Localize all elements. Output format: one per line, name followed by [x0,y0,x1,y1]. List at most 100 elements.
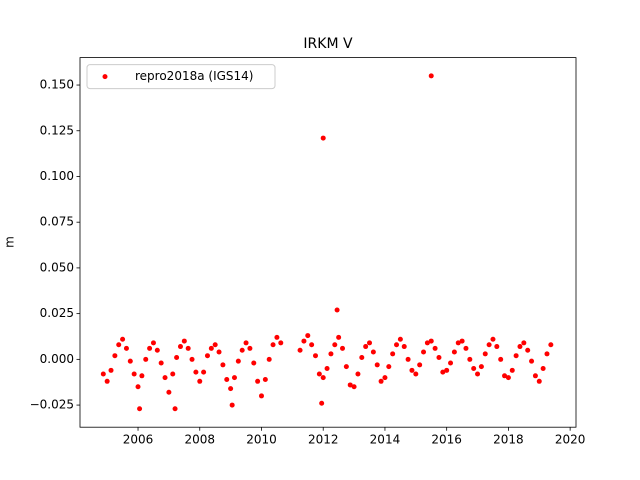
data-point [278,340,284,346]
data-point [235,358,241,364]
data-point [351,384,357,390]
data-point [459,338,465,344]
data-point [417,362,423,368]
y-tick-label: 0.075 [40,215,74,229]
data-point [228,386,234,392]
data-point [363,344,369,350]
data-point [212,342,218,348]
data-point [193,369,199,375]
y-tick-label: 0.050 [40,260,74,274]
y-tick-label: −0.025 [30,398,74,412]
data-point [370,349,376,355]
data-point [451,349,457,355]
data-point [432,345,438,351]
data-point [390,351,396,357]
data-point [343,364,349,370]
data-point [382,375,388,381]
y-tick-label: 0.125 [40,123,74,137]
data-point [478,364,484,370]
data-point [116,342,122,348]
data-point [355,371,361,377]
data-point [305,333,311,339]
x-tick-label: 2018 [493,433,524,447]
data-point [471,365,477,371]
plot-area [100,73,554,412]
data-point [413,371,419,377]
data-point [436,355,442,361]
data-point [328,351,334,357]
data-point [367,340,373,346]
data-point [532,373,538,379]
data-point [517,344,523,350]
data-point [374,362,380,368]
data-point [143,356,149,362]
data-point [301,338,307,344]
data-point [544,351,550,357]
data-point [147,345,153,351]
data-point [139,373,145,379]
data-point [270,342,276,348]
y-axis-label: m [3,236,17,248]
x-tick-label: 2006 [123,433,154,447]
data-point [251,360,257,366]
data-point [162,375,168,381]
data-point [409,367,415,373]
data-point [521,340,527,346]
data-point [197,378,203,384]
data-point [181,338,187,344]
data-point [104,378,110,384]
data-point [428,73,434,79]
data-point [359,355,365,361]
y-tick-label: 0.025 [40,306,74,320]
x-tick-label: 2010 [246,433,277,447]
data-point [444,367,450,373]
x-tick-label: 2008 [184,433,215,447]
data-point [243,340,249,346]
data-point [137,406,143,412]
y-tick-label: 0.100 [40,169,74,183]
data-point [467,356,473,362]
data-point [324,365,330,371]
data-point [401,344,407,350]
data-point [513,353,519,359]
data-point [274,334,280,340]
data-point [428,338,434,344]
data-point [220,362,226,368]
data-point [340,345,346,351]
data-point [378,378,384,384]
data-point [177,344,183,350]
data-point [312,353,318,359]
data-point [386,364,392,370]
data-point [258,393,264,399]
data-point [262,376,268,382]
y-tick-label: 0.150 [40,78,74,92]
data-point [172,406,178,412]
data-point [255,378,261,384]
data-point [166,389,172,395]
data-point [463,345,469,351]
data-point [394,342,400,348]
data-point [421,349,427,355]
x-tick-label: 2020 [555,433,586,447]
data-point [231,375,237,381]
x-tick-label: 2016 [431,433,462,447]
data-point [319,400,325,406]
data-point [448,360,454,366]
x-tick-label: 2012 [308,433,339,447]
chart-title: IRKM V [303,36,353,52]
data-point [498,356,504,362]
data-point [536,378,542,384]
data-point [150,340,156,346]
data-point [204,353,210,359]
data-point [540,365,546,371]
data-point [229,402,235,408]
y-tick-label: 0.000 [40,352,74,366]
legend-marker [102,74,108,80]
data-point [131,371,137,377]
data-point [170,371,176,377]
data-point [424,340,430,346]
axes-frame [79,57,577,428]
x-tick-label: 2014 [370,433,401,447]
data-point [108,367,114,373]
data-point [397,336,403,342]
